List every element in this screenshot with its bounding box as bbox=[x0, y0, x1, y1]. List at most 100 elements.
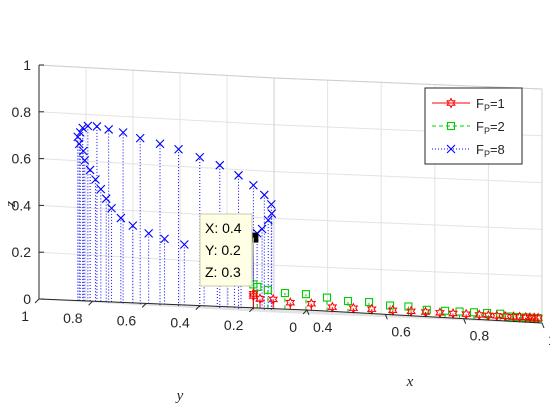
x-axis-line bbox=[306, 309, 543, 324]
legend-label: FP=1 bbox=[476, 96, 505, 113]
x-marker-stroke bbox=[78, 146, 88, 156]
x-marker-stroke bbox=[174, 144, 183, 154]
x-marker-stroke bbox=[234, 170, 243, 180]
square-marker bbox=[343, 296, 353, 306]
y-axis-title: y bbox=[175, 388, 184, 404]
legend-label-main: F bbox=[476, 96, 484, 111]
x-marker bbox=[118, 128, 128, 137]
square-marker bbox=[364, 298, 374, 307]
y-tick-mark bbox=[302, 309, 308, 315]
y-tick-mark bbox=[34, 298, 40, 304]
x-marker-stroke bbox=[266, 200, 276, 209]
square-marker bbox=[253, 282, 262, 292]
x-marker bbox=[85, 165, 95, 175]
x-marker-stroke bbox=[249, 180, 258, 190]
x-tick-label: 1 bbox=[548, 332, 550, 348]
x-marker bbox=[83, 121, 93, 131]
data-series bbox=[73, 121, 543, 324]
z-tick-label: 0 bbox=[23, 291, 31, 307]
x-marker bbox=[160, 234, 169, 244]
x-tick-mark bbox=[463, 318, 467, 324]
legend-label-sub: P bbox=[484, 126, 490, 136]
legend-label: FP=8 bbox=[476, 142, 505, 159]
datatip-line: Y: 0.2 bbox=[205, 242, 241, 258]
y-tick-mark bbox=[195, 305, 201, 310]
x-marker bbox=[135, 133, 145, 143]
hexagram-marker bbox=[306, 298, 317, 310]
x-marker-stroke bbox=[85, 165, 95, 175]
x-marker bbox=[195, 152, 205, 162]
y-axis-line bbox=[38, 298, 308, 311]
z-tick-label: 0.8 bbox=[12, 104, 32, 120]
x-marker bbox=[73, 132, 83, 142]
x-marker bbox=[75, 127, 85, 137]
x-marker bbox=[74, 139, 84, 149]
z-axis-title: z bbox=[3, 201, 19, 208]
x-marker-stroke bbox=[215, 160, 225, 170]
x-marker bbox=[249, 180, 258, 190]
x-marker-stroke bbox=[257, 224, 267, 234]
legend-label-tail: =1 bbox=[490, 96, 505, 111]
x-marker bbox=[80, 155, 90, 165]
hexagram-marker bbox=[285, 297, 296, 309]
x-marker bbox=[179, 240, 189, 249]
y-tick-label: 0.4 bbox=[170, 315, 190, 331]
x-marker-stroke bbox=[107, 203, 116, 213]
z-tick-label: 1 bbox=[23, 57, 31, 73]
legend-entry: FP=1 bbox=[432, 96, 505, 113]
x-marker bbox=[263, 215, 273, 225]
square-marker bbox=[263, 285, 272, 294]
x-marker bbox=[144, 229, 154, 238]
x-marker bbox=[446, 144, 456, 154]
legend[interactable]: FP=1FP=2FP=8 bbox=[424, 87, 523, 165]
y-tick-label: 0.6 bbox=[117, 312, 137, 328]
z-tick-label: 0.6 bbox=[12, 151, 32, 167]
x-marker-stroke bbox=[160, 234, 169, 244]
y-tick-label: 1 bbox=[21, 308, 29, 324]
grid-line bbox=[273, 171, 543, 184]
x-marker bbox=[91, 175, 100, 184]
x-marker-stroke bbox=[83, 121, 93, 131]
y-tick-mark bbox=[249, 307, 254, 313]
grid-line bbox=[38, 111, 275, 126]
x-marker bbox=[215, 160, 225, 170]
x-tick-mark bbox=[384, 314, 388, 320]
grid-line bbox=[92, 300, 328, 315]
x-marker bbox=[78, 146, 88, 156]
box-edge bbox=[38, 64, 275, 79]
grid-line bbox=[38, 158, 275, 173]
x-marker bbox=[104, 125, 114, 134]
legend-label-sub: P bbox=[484, 103, 490, 113]
legend-label-main: F bbox=[476, 119, 484, 134]
x-marker bbox=[174, 144, 183, 154]
x-marker-stroke bbox=[116, 213, 126, 223]
x-marker-stroke bbox=[91, 175, 100, 184]
z-tick-label: 0.4 bbox=[12, 197, 32, 213]
hexagram-marker bbox=[268, 293, 279, 306]
x-marker bbox=[234, 170, 243, 180]
x-marker bbox=[259, 190, 269, 200]
x-marker bbox=[107, 203, 116, 213]
square-marker bbox=[280, 288, 289, 298]
square-marker bbox=[446, 121, 456, 131]
x-axis-title: x bbox=[406, 374, 414, 390]
grid-line bbox=[273, 217, 543, 230]
legend-label-tail: =2 bbox=[490, 119, 505, 134]
x-marker-stroke bbox=[101, 194, 111, 204]
datatip-line: Z: 0.3 bbox=[205, 264, 241, 280]
x-marker-stroke bbox=[179, 240, 189, 249]
x-marker-stroke bbox=[195, 152, 205, 162]
square-marker bbox=[322, 293, 332, 302]
x-marker bbox=[101, 194, 111, 204]
grid-line bbox=[273, 311, 543, 324]
axes-front-edges bbox=[38, 65, 543, 324]
x-marker bbox=[128, 221, 138, 231]
box-edge bbox=[273, 77, 543, 90]
datatip-line: X: 0.4 bbox=[205, 220, 242, 236]
x-marker-stroke bbox=[446, 144, 456, 154]
z-tick-label: 0.2 bbox=[12, 244, 32, 260]
legend-label-tail: =8 bbox=[490, 142, 505, 157]
x-marker-stroke bbox=[80, 155, 90, 165]
x-tick-mark bbox=[306, 309, 310, 316]
x-tick-label: 0.8 bbox=[470, 328, 490, 344]
